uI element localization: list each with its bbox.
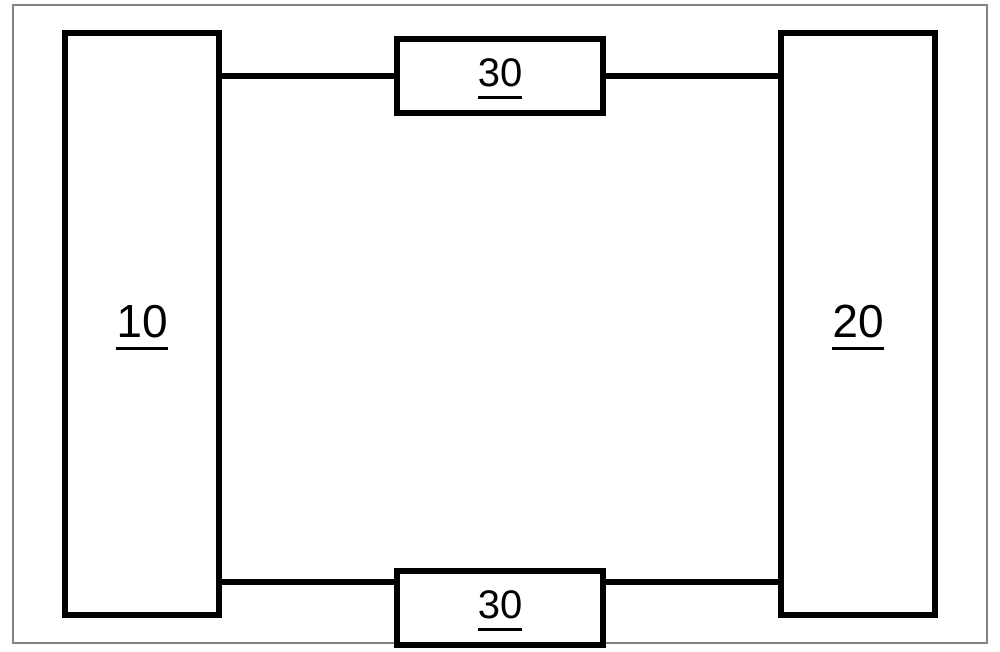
block-30-bottom: 30 [394,568,606,648]
connector-left-to-bottom [222,579,394,585]
connector-bottom-to-right [606,579,778,585]
block-20: 20 [778,30,938,618]
block-30-bottom-label: 30 [478,585,523,631]
block-10-label: 10 [116,298,167,350]
block-10: 10 [62,30,222,618]
connector-top-to-right [606,73,778,79]
block-20-label: 20 [832,298,883,350]
block-30-top-label: 30 [478,53,523,99]
block-30-top: 30 [394,36,606,116]
diagram-stage: 10 20 30 30 [0,0,1000,652]
connector-left-to-top [222,73,394,79]
